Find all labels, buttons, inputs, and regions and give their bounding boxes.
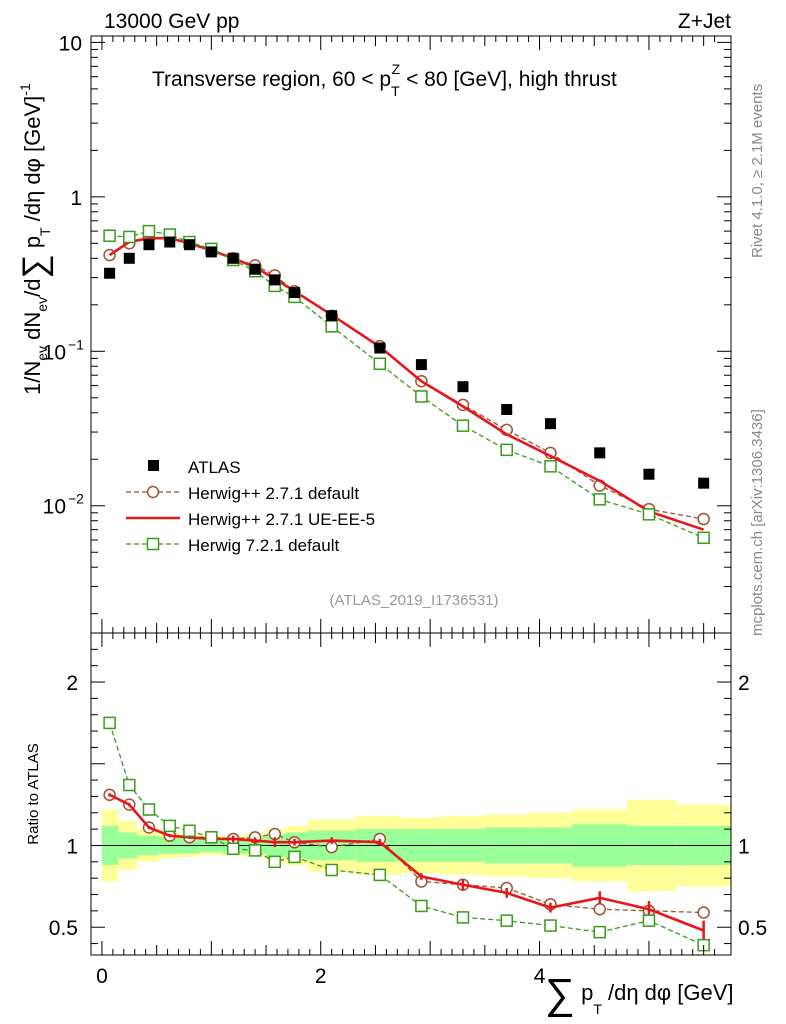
ratio-series-2-point bbox=[500, 914, 513, 927]
atlas-data-point bbox=[501, 403, 513, 415]
ratio-series-2-point bbox=[373, 868, 387, 882]
ratio-y-tick-label-left: 0.5 bbox=[49, 917, 78, 940]
ratio-series-2-point bbox=[123, 778, 136, 792]
ratio-series-2-point bbox=[142, 803, 156, 816]
chart-title: Transverse region, 60 < pTZ < 80 [GeV], … bbox=[152, 61, 617, 99]
ratio-y-tick-label-left: 1 bbox=[66, 835, 78, 858]
atlas-data-point bbox=[249, 263, 261, 275]
x-tick-label: 0 bbox=[96, 965, 108, 988]
legend-label-1: Herwig++ 2.7.1 UE-EE-5 bbox=[188, 510, 375, 529]
legend-label-0: Herwig++ 2.7.1 default bbox=[188, 484, 359, 503]
main-series-2-point bbox=[593, 493, 606, 506]
atlas-data-point bbox=[143, 239, 155, 251]
legend-marker-2 bbox=[146, 537, 160, 551]
ratio-series-2-point bbox=[544, 919, 557, 932]
atlas-data-point bbox=[183, 239, 195, 251]
main-series-2-point bbox=[456, 419, 470, 432]
ratio-y-tick-label-left: 2 bbox=[66, 672, 78, 695]
atlas-data-point bbox=[643, 468, 655, 480]
ratio-series-2-point bbox=[325, 863, 338, 877]
ratio-series-2-point bbox=[456, 911, 470, 924]
atlas-data-point bbox=[288, 287, 300, 299]
ratio-series-2-point bbox=[288, 850, 301, 864]
main-series-2-point bbox=[642, 508, 656, 521]
legend-label-2: Herwig 7.2.1 default bbox=[188, 536, 339, 555]
legend-atlas-marker bbox=[148, 460, 159, 471]
energy-label: 13000 GeV pp bbox=[104, 10, 239, 33]
main-series-2-point bbox=[103, 229, 116, 242]
atlas-data-point bbox=[698, 477, 710, 489]
legend: ATLAS Herwig++ 2.7.1 default Herwig++ 2.7.… bbox=[126, 458, 375, 555]
atlas-data-point bbox=[227, 252, 239, 264]
main-series-2-point bbox=[123, 230, 136, 244]
ratio-series-2-point bbox=[593, 925, 606, 939]
ratio-y-axis-label: Ratio to ATLAS bbox=[25, 743, 42, 844]
atlas-data-point bbox=[457, 381, 469, 393]
main-series-2-point bbox=[373, 357, 387, 371]
x-tick-label: 4 bbox=[534, 965, 546, 988]
ratio-series-2-point bbox=[226, 842, 240, 856]
ratio-series-layer bbox=[103, 716, 710, 952]
main-series-2-point bbox=[325, 320, 338, 333]
ratio-uncertainty-bands bbox=[91, 799, 731, 892]
main-y-tick-label: 10 bbox=[59, 32, 82, 55]
ratio-series-2-point bbox=[642, 914, 656, 927]
atlas-data-point bbox=[544, 418, 556, 430]
main-series-2-point bbox=[500, 443, 513, 457]
ratio-series-0-point bbox=[593, 902, 606, 916]
atlas-data-point bbox=[326, 310, 338, 322]
ratio-series-0-point bbox=[697, 906, 710, 919]
main-y-tick-exponent: −2 bbox=[68, 491, 84, 507]
atlas-data-point bbox=[374, 342, 386, 354]
main-series-2-point bbox=[544, 460, 557, 473]
ratio-series-2-point bbox=[183, 824, 196, 838]
process-label: Z+Jet bbox=[678, 10, 731, 33]
main-y-axis-label: 1/Nev dNev/d∑ pT /dη dφ [GeV]-1 bbox=[16, 83, 54, 395]
ratio-y-tick-label-right: 2 bbox=[738, 672, 750, 695]
main-series-2-point bbox=[415, 390, 428, 403]
main-y-tick-exponent: −1 bbox=[68, 336, 84, 352]
main-frame bbox=[90, 35, 732, 634]
ratio-y-tick-label-right: 0.5 bbox=[738, 917, 767, 940]
atlas-data-point bbox=[205, 246, 217, 258]
rivet-label: Rivet 4.1.0, ≥ 2.1M events bbox=[749, 84, 766, 258]
atlas-data-point bbox=[415, 359, 427, 371]
analysis-label: (ATLAS_2019_I1736531) bbox=[329, 592, 498, 609]
ratio-series-2-point bbox=[415, 899, 428, 913]
ratio-series-2-point bbox=[268, 855, 282, 869]
ratio-y-tick-label-right: 1 bbox=[738, 835, 750, 858]
atlas-data-point bbox=[164, 236, 176, 248]
x-tick-label: 2 bbox=[315, 965, 327, 988]
main-series-layer bbox=[103, 224, 710, 545]
svg-text:1/Nev dNev/d∑ pT /dη dφ [GeV]: 1/Nev dNev/d∑ pT /dη dφ [GeV]-1 bbox=[16, 83, 54, 395]
atlas-data-point bbox=[104, 267, 116, 279]
main-y-tick-label: 10 bbox=[43, 496, 66, 519]
x-axis-label: ∑ pT /dη dφ [GeV] bbox=[545, 970, 734, 1017]
ratio-frame bbox=[90, 632, 732, 956]
legend-marker-0 bbox=[146, 485, 160, 499]
legend-atlas-label: ATLAS bbox=[188, 458, 241, 477]
ratio-series-2-point bbox=[205, 831, 218, 844]
atlas-data-point bbox=[269, 274, 281, 286]
atlas-data-point bbox=[123, 252, 135, 264]
main-series-2-point bbox=[697, 531, 710, 545]
atlas-data-point bbox=[594, 447, 606, 459]
ratio-series-2-point bbox=[248, 844, 262, 857]
main-y-tick-label: 10 bbox=[43, 341, 66, 364]
ratio-series-2-point bbox=[163, 819, 177, 833]
main-series-2-point bbox=[142, 224, 156, 238]
ratio-series-2-point bbox=[103, 716, 116, 730]
main-series-0-point bbox=[697, 512, 710, 526]
main-y-tick-label: 1 bbox=[70, 187, 82, 210]
mcplots-label: mcplots.cern.ch [arXiv:1306.3436] bbox=[749, 409, 766, 636]
